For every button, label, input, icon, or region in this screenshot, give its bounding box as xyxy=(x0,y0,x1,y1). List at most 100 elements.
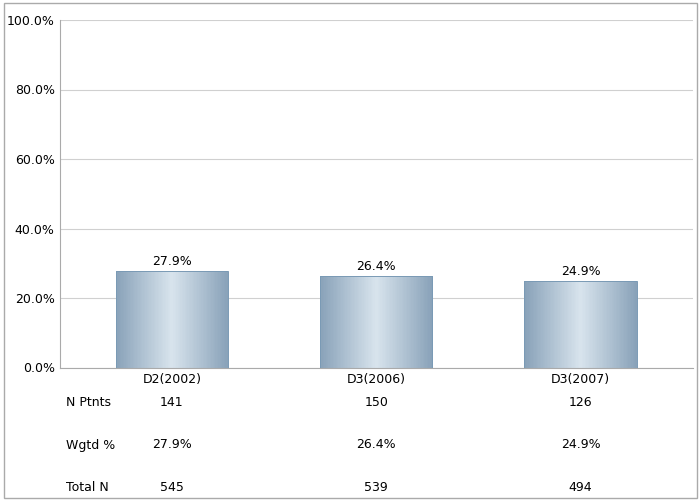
Bar xyxy=(428,276,430,368)
Bar xyxy=(561,281,563,368)
Bar xyxy=(122,270,125,368)
Bar xyxy=(348,276,350,368)
Bar xyxy=(633,281,634,368)
Bar xyxy=(155,270,157,368)
Bar xyxy=(586,281,588,368)
Bar xyxy=(601,281,602,368)
Bar xyxy=(575,281,577,368)
Bar xyxy=(542,281,545,368)
Bar xyxy=(608,281,609,368)
Bar xyxy=(552,281,554,368)
Bar xyxy=(583,281,585,368)
Bar xyxy=(568,281,570,368)
Bar xyxy=(569,281,571,368)
Bar xyxy=(344,276,346,368)
Bar xyxy=(547,281,549,368)
Bar xyxy=(537,281,539,368)
Bar xyxy=(214,270,216,368)
Bar xyxy=(630,281,631,368)
Bar xyxy=(417,276,419,368)
Bar xyxy=(328,276,330,368)
Bar xyxy=(386,276,388,368)
Bar xyxy=(362,276,364,368)
Bar xyxy=(181,270,182,368)
Bar xyxy=(554,281,556,368)
Bar xyxy=(626,281,627,368)
Bar xyxy=(227,270,228,368)
Bar xyxy=(349,276,351,368)
Bar xyxy=(558,281,560,368)
Bar xyxy=(337,276,339,368)
Bar xyxy=(132,270,134,368)
Bar xyxy=(363,276,365,368)
Text: 27.9%: 27.9% xyxy=(152,255,192,268)
Bar xyxy=(335,276,337,368)
Bar xyxy=(555,281,557,368)
Bar xyxy=(331,276,333,368)
Bar xyxy=(619,281,620,368)
Bar xyxy=(125,270,127,368)
Bar xyxy=(148,270,150,368)
Text: 545: 545 xyxy=(160,481,184,494)
Bar xyxy=(427,276,428,368)
Bar xyxy=(405,276,406,368)
Bar xyxy=(624,281,626,368)
Bar xyxy=(225,270,227,368)
Bar xyxy=(213,270,214,368)
Bar xyxy=(559,281,561,368)
Bar xyxy=(382,276,384,368)
Bar xyxy=(392,276,393,368)
Bar xyxy=(533,281,534,368)
Bar xyxy=(145,270,147,368)
Bar xyxy=(570,281,573,368)
Bar xyxy=(217,270,218,368)
Bar xyxy=(544,281,546,368)
Bar xyxy=(162,270,164,368)
Bar xyxy=(410,276,412,368)
Bar xyxy=(373,276,375,368)
Bar xyxy=(356,276,358,368)
Bar xyxy=(395,276,396,368)
Bar xyxy=(144,270,146,368)
Text: 26.4%: 26.4% xyxy=(356,260,396,273)
Bar xyxy=(385,276,386,368)
Bar xyxy=(324,276,326,368)
Bar xyxy=(160,270,161,368)
Bar xyxy=(389,276,391,368)
Bar xyxy=(150,270,153,368)
Bar xyxy=(584,281,587,368)
Bar xyxy=(203,270,204,368)
Bar xyxy=(424,276,426,368)
Bar xyxy=(564,281,566,368)
Bar xyxy=(223,270,224,368)
Bar xyxy=(139,270,141,368)
Bar xyxy=(402,276,403,368)
Bar xyxy=(579,281,581,368)
Bar xyxy=(536,281,538,368)
Bar xyxy=(596,281,598,368)
Bar xyxy=(130,270,132,368)
Bar xyxy=(548,281,550,368)
Bar xyxy=(391,276,392,368)
Bar xyxy=(345,276,347,368)
Bar xyxy=(530,281,531,368)
Bar xyxy=(342,276,344,368)
Bar xyxy=(409,276,410,368)
Bar xyxy=(593,281,595,368)
Bar xyxy=(420,276,421,368)
Bar xyxy=(188,270,189,368)
Bar xyxy=(124,270,126,368)
Bar xyxy=(183,270,185,368)
Bar xyxy=(224,270,225,368)
Bar xyxy=(372,276,374,368)
Bar xyxy=(572,281,574,368)
Bar xyxy=(190,270,192,368)
Bar xyxy=(332,276,335,368)
Bar xyxy=(153,270,155,368)
Bar xyxy=(526,281,527,368)
Bar xyxy=(565,281,567,368)
Bar xyxy=(207,270,209,368)
Bar xyxy=(211,270,213,368)
Bar xyxy=(116,270,228,368)
Bar xyxy=(573,281,575,368)
